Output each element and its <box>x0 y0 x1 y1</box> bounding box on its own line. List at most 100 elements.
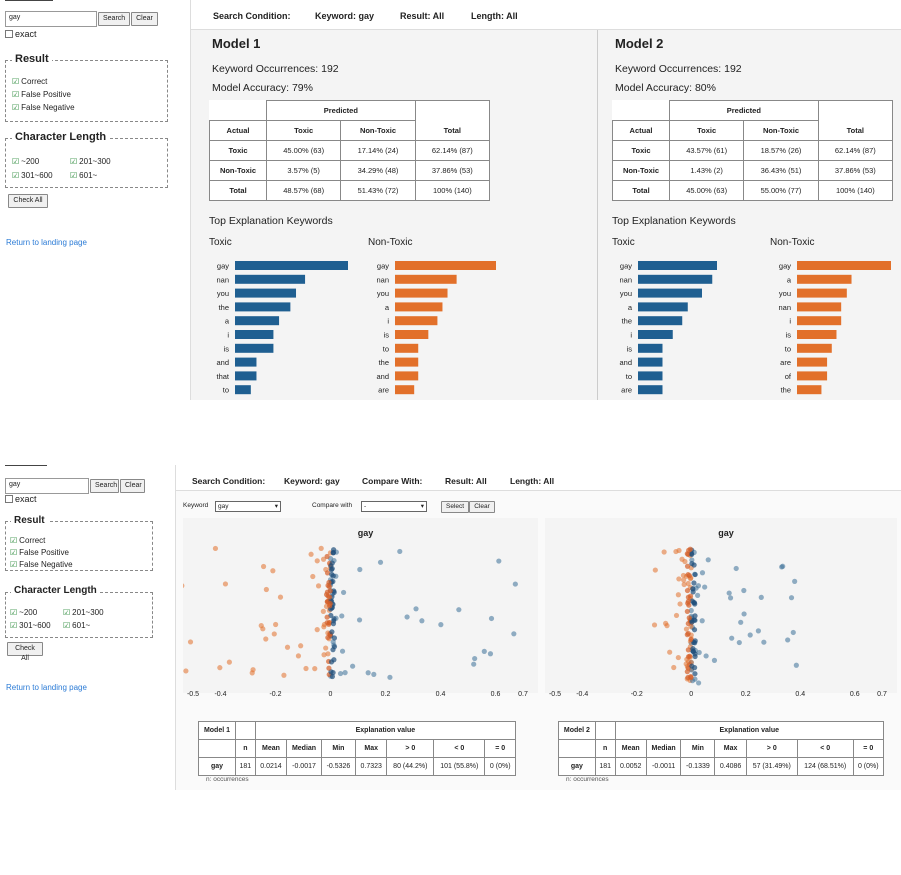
chevron-down-icon: ▾ <box>274 503 278 510</box>
result-option-false-negative[interactable]: ☑ False Negative <box>12 103 75 112</box>
scatter-point <box>711 657 718 663</box>
return-link[interactable]: Return to landing page <box>6 238 87 247</box>
keyword-bar <box>395 288 448 298</box>
length-option-300[interactable]: ☑ 201~300 <box>70 157 111 166</box>
scatter-point <box>260 563 267 570</box>
scatter-point <box>686 573 692 579</box>
keyword-bar <box>638 371 663 381</box>
check-icon: ☑ <box>12 77 20 86</box>
footnote-left: n: occurrences <box>206 776 249 783</box>
scatter-point <box>685 647 691 653</box>
scatter-point <box>733 565 739 572</box>
scatter-point <box>684 551 690 557</box>
axis-tick-label: 0.6 <box>491 691 501 698</box>
axis-tick-label: 0 <box>689 691 693 698</box>
keyword-bar <box>235 371 257 381</box>
result-option-false-positive[interactable]: ☑ False Positive <box>12 90 71 99</box>
keyword-select[interactable]: gay ▾ <box>215 501 281 512</box>
model1-nontoxic-bar-chart: gay nan you ai is to the and are <box>376 261 496 395</box>
bar-label: and <box>376 372 389 381</box>
exact-checkbox[interactable]: exact <box>5 494 37 504</box>
scatter-point <box>487 651 494 657</box>
keyword-bar <box>395 330 429 339</box>
scatter-point <box>684 563 691 569</box>
keyword-bar <box>235 330 274 339</box>
result-option-false-positive[interactable]: ☑ False Positive <box>10 548 69 557</box>
bar-label: is <box>224 344 230 353</box>
keyword-bar <box>797 261 891 270</box>
keyword-bar <box>638 274 713 284</box>
scatter-point <box>471 661 477 667</box>
checkbox-box[interactable] <box>5 495 13 503</box>
check-all-button[interactable]: Check All <box>7 642 43 662</box>
length-option-200[interactable]: ☑ ~200 <box>10 608 38 617</box>
check-all-button[interactable]: Check All <box>8 194 48 208</box>
scatter-point <box>727 595 734 601</box>
bar-label: you <box>217 289 229 298</box>
scatter-point <box>741 587 747 594</box>
scatter-point <box>691 627 698 633</box>
checkbox-box[interactable] <box>5 30 13 38</box>
clear-button[interactable]: Clear <box>120 479 145 493</box>
length-option-600[interactable]: ☑ 301~600 <box>12 171 53 180</box>
result-option-correct[interactable]: ☑ Correct <box>10 536 46 545</box>
scatter-point <box>692 571 698 578</box>
result-option-correct[interactable]: ☑ Correct <box>12 77 48 86</box>
keyword-bar <box>395 316 438 326</box>
scatter-point <box>330 670 336 676</box>
scatter-point <box>330 547 337 553</box>
scatter-point <box>397 548 403 555</box>
scatter-point <box>661 549 667 555</box>
scatter-point <box>331 616 337 622</box>
scatter-point <box>303 665 309 672</box>
scatter-point <box>212 545 219 552</box>
length-option-600[interactable]: ☑ 301~600 <box>10 621 51 630</box>
keyword-bar <box>797 302 842 312</box>
result-option-false-negative[interactable]: ☑ False Negative <box>10 560 73 569</box>
scatter-point <box>258 623 264 629</box>
search-input[interactable]: gay <box>5 478 89 494</box>
search-button[interactable]: Search <box>90 479 119 493</box>
compare-select[interactable]: - ▾ <box>361 501 427 512</box>
scatter-point <box>324 553 330 560</box>
scatter-point <box>324 614 330 620</box>
return-link[interactable]: Return to landing page <box>6 683 87 692</box>
condition-keyword: Keyword: gay <box>284 476 340 486</box>
search-button[interactable]: Search <box>98 12 130 26</box>
scatter-point <box>456 607 462 613</box>
bar-label: a <box>385 303 390 312</box>
scatter-point <box>692 613 698 619</box>
length-option-601[interactable]: ☑ 601~ <box>70 171 98 180</box>
length-option-300[interactable]: ☑ 201~300 <box>63 608 104 617</box>
scatter-point <box>677 601 683 607</box>
keyword-bar <box>235 357 257 367</box>
search-input[interactable]: gay <box>5 11 97 27</box>
keyword-bar <box>797 288 847 298</box>
scatter-point <box>682 558 688 565</box>
axis-tick-label: 0.7 <box>518 691 528 698</box>
keyword-bar <box>797 371 828 381</box>
clear-button[interactable]: Clear <box>131 12 158 26</box>
bar-label: are <box>378 386 389 395</box>
scatter-point <box>761 639 767 645</box>
scatter-point <box>685 594 691 600</box>
condition-compare: Compare With: <box>362 476 423 486</box>
bar-label: i <box>789 317 791 326</box>
select-button[interactable]: Select <box>441 501 469 513</box>
exact-checkbox[interactable]: exact <box>5 29 37 39</box>
scatter-point <box>357 566 363 573</box>
scatter-point <box>419 618 425 624</box>
scatter-point <box>339 613 345 619</box>
scatter-plot-left-bg <box>183 518 538 693</box>
axis-tick-label: 0.7 <box>877 691 887 698</box>
length-option-601[interactable]: ☑ 601~ <box>63 621 91 630</box>
scatter-point <box>696 649 702 656</box>
clear-compare-button[interactable]: Clear <box>469 501 495 513</box>
scatter-point <box>688 607 694 614</box>
bar-label: to <box>785 344 791 353</box>
length-option-200[interactable]: ☑ ~200 <box>12 157 40 166</box>
scatter-point <box>217 665 223 671</box>
keyword-bar <box>638 261 717 270</box>
stats-table-model2: Model 2 Explanation value n Mean Median Min M… <box>558 721 885 776</box>
check-icon: ☑ <box>12 157 20 166</box>
